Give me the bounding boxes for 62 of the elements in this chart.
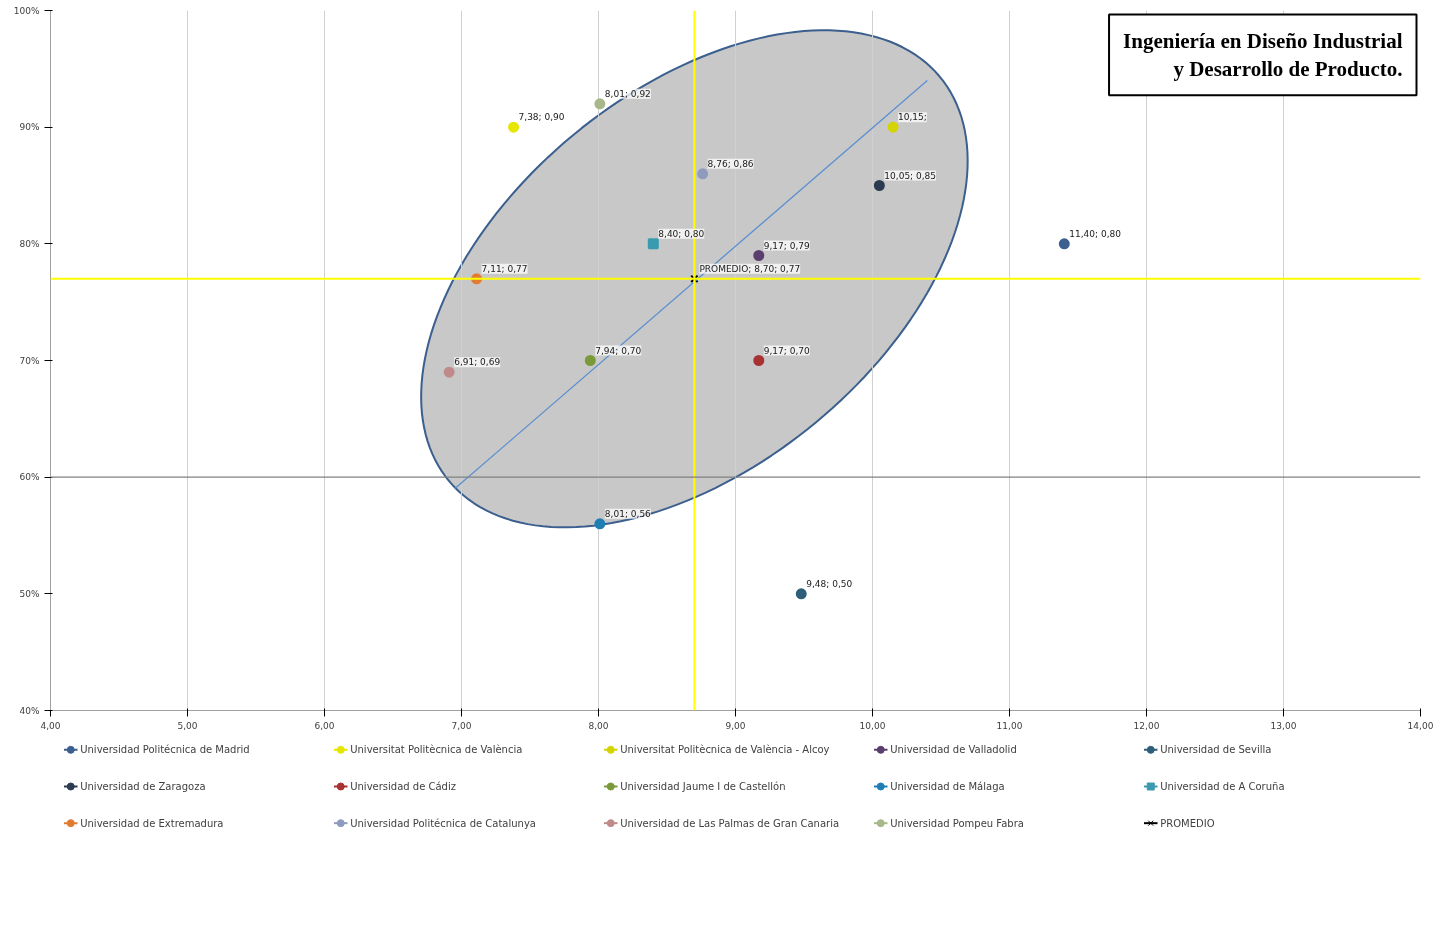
point (508, 121, 520, 133)
point (795, 588, 807, 600)
legend-label: Universidad Jaume I de Castellón (620, 781, 786, 792)
y-tick-label: 90% (19, 122, 40, 133)
data-label: 7,11; 0,77 (481, 263, 528, 274)
data-label: 9,48; 0,50 (806, 578, 853, 589)
data-label: 6,91; 0,69 (454, 357, 501, 368)
point (594, 98, 606, 110)
y-tick-label: 100% (13, 5, 40, 16)
legend-label: Universitat Politècnica de València (350, 744, 523, 756)
data-label: 9,17; 0,70 (763, 345, 811, 356)
data-label: 8,40; 0,80 (658, 228, 705, 239)
y-tick-label: 60% (19, 472, 40, 483)
legend-label: Universidad de Valladolid (890, 744, 1017, 756)
point (753, 355, 765, 366)
data-label: 9,17; 0,79 (763, 240, 811, 251)
data-label: 8,01; 0,56 (604, 508, 652, 519)
annotation: 10,15; (898, 112, 927, 123)
y-tick-label: 40% (19, 705, 40, 716)
x-tick-label: 9,00 (725, 720, 746, 731)
x-tick-label: 14,00 (1407, 720, 1434, 731)
legend-label: Universidad Politécnica de Catalunya (350, 817, 536, 829)
legend-label: Universidad Politécnica de Madrid (80, 744, 250, 756)
y-tick-label: 80% (19, 238, 40, 249)
data-label: 8,76; 0,86 (707, 158, 754, 169)
x-tick-label: 12,00 (1133, 720, 1160, 731)
x-tick-label: 4,00 (40, 720, 61, 731)
legend-label: Universidad de A Coruña (1160, 781, 1285, 792)
legend-label: Universidad de Las Palmas de Gran Canaria (620, 817, 840, 829)
x-tick-label: 13,00 (1270, 720, 1297, 731)
legend-label: Universidad de Cádiz (350, 781, 456, 792)
x-tick-label: 5,00 (177, 720, 198, 731)
data-label: 7,38; 0,90 (518, 112, 565, 123)
legend-label: Universidad de Extremadura (80, 817, 224, 829)
point (594, 518, 606, 530)
y-tick-label: 70% (19, 355, 40, 366)
y-tick-label: 50% (19, 588, 40, 599)
data-label: 7,94; 0,70 (595, 345, 642, 356)
x-tick-label: 6,00 (314, 720, 335, 731)
legend-label: Universidad de Málaga (890, 781, 1005, 792)
x-tick-label: 10,00 (859, 720, 886, 731)
text: Ingeniería en Diseño Industrial y Desarrollo de Producto. (1123, 28, 1403, 82)
legend-label: Universidad de Zaragoza (80, 781, 206, 792)
legend-label: Universidad de Sevilla (1160, 744, 1272, 756)
data-label: 10,05; 0,85 (884, 170, 937, 181)
data-label: 8,01; 0,92 (604, 88, 651, 99)
point (443, 366, 455, 378)
point (873, 180, 885, 191)
point (753, 250, 765, 261)
x-tick-label: 8,00 (588, 720, 609, 731)
legend-label: Universidad Pompeu Fabra (890, 817, 1024, 829)
point (647, 238, 659, 250)
x-tick-label: 7,00 (451, 720, 472, 731)
data-label: PROMEDIO; 8,70; 0,77 (699, 263, 801, 274)
point (887, 121, 899, 133)
x-tick-label: 11,00 (996, 720, 1023, 731)
point (1058, 238, 1070, 250)
point (697, 168, 709, 180)
legend-label: PROMEDIO (1160, 817, 1215, 829)
point (584, 355, 596, 366)
legend-label: Universitat Politècnica de València - Alcoy (620, 744, 830, 756)
data-label: 11,40; 0,80 (1069, 228, 1122, 239)
